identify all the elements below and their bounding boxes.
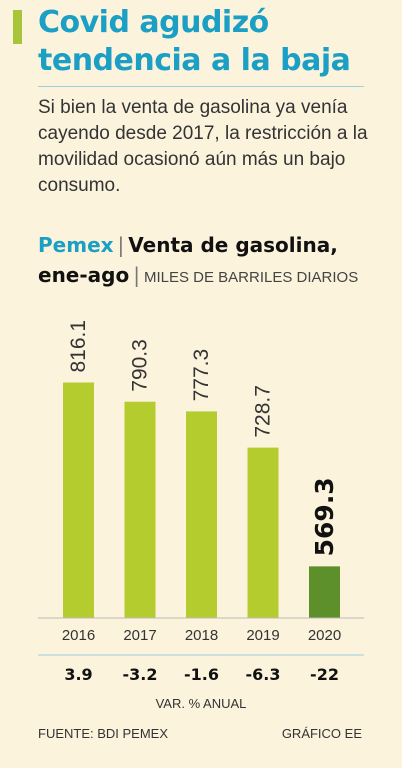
var-pct-2019: -6.3 xyxy=(246,665,281,684)
title-part2: ene-ago xyxy=(38,263,130,287)
value-label-2016: 816.1 xyxy=(67,320,90,373)
divider xyxy=(38,86,364,87)
intro-text: Si bien la venta de gasolina ya venía ca… xyxy=(38,97,368,196)
brand-label: Pemex xyxy=(38,233,114,257)
bar-2016 xyxy=(63,382,94,618)
accent-bar xyxy=(13,10,22,44)
bar-2017 xyxy=(124,401,156,618)
bar-2018 xyxy=(186,411,217,618)
bar-2020 xyxy=(309,566,340,618)
category-label-2020: 2020 xyxy=(308,627,341,644)
category-label-2016: 2016 xyxy=(62,627,95,644)
title-part1: Venta de gasolina, xyxy=(128,233,338,257)
var-pct-2016: 3.9 xyxy=(64,665,92,684)
units-label: MILES DE BARRILES DIARIOS xyxy=(143,269,359,286)
value-label-2020: 569.3 xyxy=(310,477,339,556)
title-separator: | xyxy=(117,233,125,257)
units-separator: | xyxy=(133,263,140,287)
category-label-2018: 2018 xyxy=(185,627,218,644)
source-note: FUENTE: BDI PEMEX xyxy=(38,726,169,741)
chart-title: Pemex | Venta de gasolina, ene-ago | MILES D… xyxy=(38,230,378,293)
var-pct-2017: -3.2 xyxy=(123,665,158,684)
value-label-2018: 777.3 xyxy=(190,349,213,402)
var-label: VAR. % ANUAL xyxy=(156,696,247,711)
var-pct-2018: -1.6 xyxy=(184,665,219,684)
category-label-2017: 2017 xyxy=(123,627,156,644)
bar-2019 xyxy=(247,447,279,618)
category-label-2019: 2019 xyxy=(246,627,279,644)
headline: Covid agudizó tendencia a la baja xyxy=(38,5,351,78)
credit-note: GRÁFICO EE xyxy=(281,726,362,741)
var-pct-2020: -22 xyxy=(310,665,339,684)
value-label-2019: 728.7 xyxy=(252,385,275,438)
value-label-2017: 790.3 xyxy=(129,339,152,392)
